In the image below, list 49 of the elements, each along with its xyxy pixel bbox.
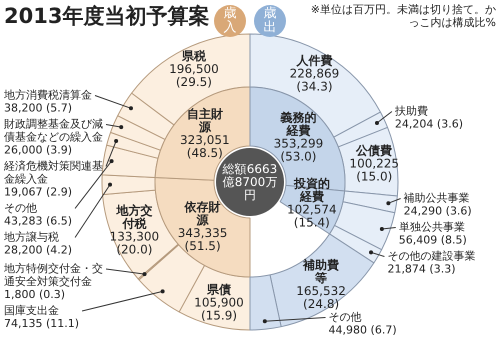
data-label: 28,200 (4.2): [4, 243, 72, 256]
slice-label: 依存財源: [184, 200, 221, 227]
slice-label: 地方譲与税: [3, 230, 59, 244]
slice-label: 地方消費税清算金: [3, 88, 92, 102]
slice-label: 国庫支出金: [4, 304, 59, 317]
chart-title: 2013年度当初予算案: [4, 3, 210, 30]
data-label: 19,067 (2.9): [4, 185, 72, 198]
data-label: 105,900 (15.9): [194, 296, 244, 323]
slice-label: 経済危機対策関連基金繰入金: [3, 159, 103, 186]
slice-label: その他: [328, 310, 362, 324]
slice-label: 県債: [206, 282, 231, 297]
slice-label: 義務的経費: [279, 110, 316, 138]
data-label: 343,335 (51.5): [178, 226, 228, 253]
text: 総額6663億8700万円: [222, 162, 278, 202]
data-label: 26,000 (3.9): [4, 143, 72, 156]
data-label: 24,290 (3.6): [404, 204, 472, 218]
slice-label: その他の建設事業: [387, 249, 476, 262]
data-label: 74,135 (11.1): [4, 316, 80, 330]
data-label: 21,874 (3.3): [387, 262, 456, 276]
slice-label: 地方特例交付金・交通安全対策交付金: [3, 262, 103, 288]
text: ※単位は百万円。未満は切り捨て。かっこ内は構成比%: [310, 3, 496, 29]
data-label: 323,051 (48.5): [180, 133, 230, 160]
data-label: 228,869 (34.3): [290, 66, 340, 94]
data-label: 196,500 (29.5): [169, 62, 219, 89]
data-label: 38,200 (5.7): [4, 101, 72, 114]
chart-subtitle: 歳出: [254, 5, 286, 37]
data-label: 353,299 (53.0): [274, 136, 324, 164]
slice-label: 公債費: [355, 143, 392, 158]
slice-label: 地方交付税: [115, 203, 152, 230]
slice-label: 財政調整基金及び減債基金などの繰入金: [4, 117, 103, 144]
chart-subtitle: 歳入: [214, 5, 246, 37]
data-label: 1,800 (0.3): [4, 288, 66, 301]
slice-label: 投資的経費: [292, 176, 330, 204]
data-label: 102,574 (15.4): [287, 202, 337, 230]
slice-label: 補助公共事業: [404, 191, 470, 204]
data-label: 43,283 (6.5): [4, 214, 72, 228]
slice-label: 単独公共事業: [398, 220, 465, 234]
data-label: 24,204 (3.6): [394, 117, 463, 130]
data-label: 44,980 (6.7): [328, 323, 397, 336]
slice-label: 補助費等: [302, 258, 340, 286]
data-label: 56,409 (8.5): [398, 233, 467, 246]
slice-label: その他: [4, 201, 37, 214]
data-label: 100,225 (15.0): [349, 156, 400, 184]
data-label: 133,300 (20.0): [110, 229, 160, 256]
slice-label: 人件費: [295, 53, 332, 68]
slice-label: 県税: [180, 48, 207, 63]
slice-label: 自主財源: [186, 107, 223, 134]
data-label: 165,532 (24.8): [296, 284, 346, 312]
slice-label: 扶助費: [394, 104, 428, 118]
